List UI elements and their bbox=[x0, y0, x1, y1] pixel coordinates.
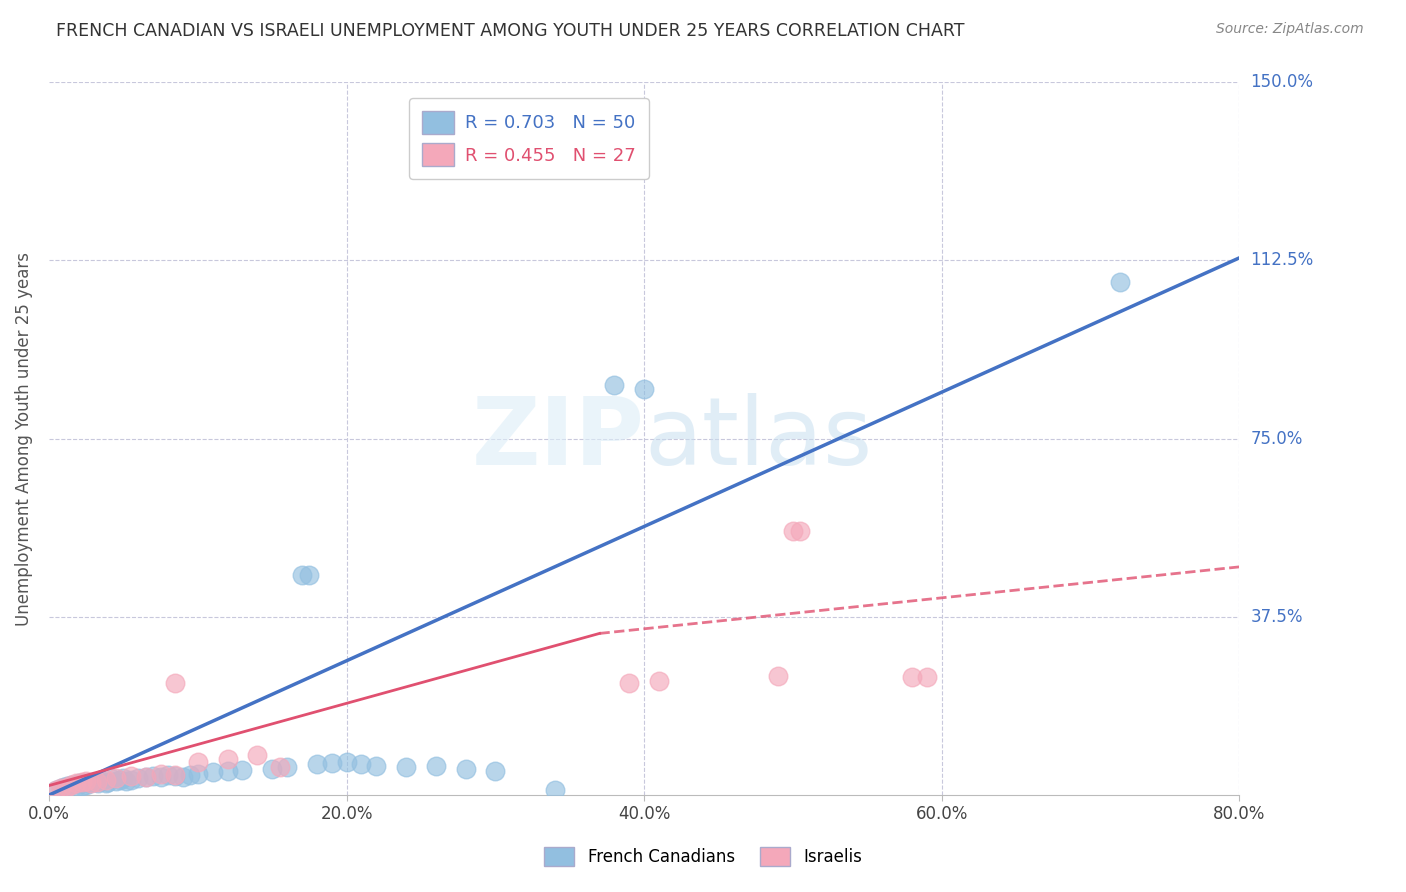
Point bbox=[52, 780, 75, 794]
Point bbox=[67, 776, 90, 790]
Point bbox=[75, 778, 97, 792]
Point bbox=[454, 762, 477, 776]
Point bbox=[165, 768, 187, 782]
Point bbox=[187, 766, 209, 780]
Text: 150.0%: 150.0% bbox=[1250, 73, 1313, 91]
Point bbox=[172, 770, 194, 784]
Point bbox=[100, 772, 122, 786]
Text: 75.0%: 75.0% bbox=[1250, 430, 1303, 448]
Point bbox=[291, 568, 314, 582]
Point bbox=[94, 776, 117, 790]
Point bbox=[766, 669, 789, 683]
Point bbox=[135, 770, 157, 784]
Point bbox=[79, 776, 101, 790]
Point bbox=[619, 676, 641, 690]
Point bbox=[1109, 275, 1132, 289]
Point bbox=[217, 752, 239, 766]
Point bbox=[49, 780, 72, 795]
Text: Source: ZipAtlas.com: Source: ZipAtlas.com bbox=[1216, 22, 1364, 37]
Point bbox=[70, 774, 93, 789]
Point bbox=[789, 524, 811, 539]
Point bbox=[633, 382, 655, 396]
Point bbox=[90, 773, 112, 788]
Point bbox=[97, 774, 120, 789]
Point bbox=[179, 768, 201, 782]
Point bbox=[65, 780, 87, 794]
Point bbox=[321, 756, 343, 770]
Point bbox=[262, 762, 284, 776]
Point bbox=[305, 757, 328, 772]
Point bbox=[87, 776, 110, 790]
Point bbox=[56, 780, 79, 794]
Point bbox=[335, 755, 357, 769]
Legend: French Canadians, Israelis: French Canadians, Israelis bbox=[537, 840, 869, 873]
Point bbox=[231, 764, 253, 778]
Point bbox=[366, 758, 388, 772]
Text: FRENCH CANADIAN VS ISRAELI UNEMPLOYMENT AMONG YOUTH UNDER 25 YEARS CORRELATION C: FRENCH CANADIAN VS ISRAELI UNEMPLOYMENT … bbox=[56, 22, 965, 40]
Point bbox=[45, 783, 67, 797]
Point bbox=[77, 776, 100, 790]
Point bbox=[156, 768, 179, 782]
Point bbox=[142, 769, 165, 783]
Point bbox=[915, 670, 938, 684]
Point bbox=[94, 772, 117, 787]
Point bbox=[187, 755, 209, 769]
Point bbox=[246, 747, 269, 762]
Point bbox=[276, 759, 298, 773]
Point bbox=[350, 757, 373, 772]
Point bbox=[112, 772, 135, 786]
Point bbox=[104, 773, 127, 788]
Point bbox=[120, 769, 142, 783]
Point bbox=[135, 770, 157, 784]
Point bbox=[83, 774, 105, 789]
Point bbox=[60, 778, 83, 792]
Text: 112.5%: 112.5% bbox=[1250, 252, 1313, 269]
Point bbox=[425, 758, 447, 772]
Point bbox=[149, 766, 172, 780]
Point bbox=[165, 676, 187, 690]
Text: ZIP: ZIP bbox=[471, 392, 644, 484]
Point bbox=[60, 778, 83, 792]
Point bbox=[298, 568, 321, 582]
Point bbox=[110, 772, 132, 787]
Point bbox=[45, 783, 67, 797]
Point bbox=[648, 673, 671, 688]
Point bbox=[201, 765, 224, 780]
Text: atlas: atlas bbox=[644, 392, 872, 484]
Point bbox=[782, 524, 804, 539]
Legend: R = 0.703   N = 50, R = 0.455   N = 27: R = 0.703 N = 50, R = 0.455 N = 27 bbox=[409, 98, 648, 179]
Point bbox=[901, 670, 924, 684]
Point bbox=[70, 779, 93, 793]
Point bbox=[269, 759, 291, 773]
Point bbox=[165, 769, 187, 783]
Point bbox=[65, 776, 87, 790]
Point bbox=[603, 378, 626, 392]
Text: 37.5%: 37.5% bbox=[1250, 607, 1303, 626]
Point bbox=[544, 783, 567, 797]
Point bbox=[104, 772, 127, 786]
Point bbox=[484, 764, 506, 779]
Point bbox=[86, 774, 108, 789]
Y-axis label: Unemployment Among Youth under 25 years: Unemployment Among Youth under 25 years bbox=[15, 252, 32, 625]
Point bbox=[75, 773, 97, 788]
Point bbox=[127, 772, 149, 786]
Point bbox=[56, 779, 79, 793]
Point bbox=[115, 773, 138, 788]
Point bbox=[149, 770, 172, 784]
Point bbox=[217, 764, 239, 779]
Point bbox=[395, 759, 418, 773]
Point bbox=[49, 780, 72, 795]
Point bbox=[120, 772, 142, 787]
